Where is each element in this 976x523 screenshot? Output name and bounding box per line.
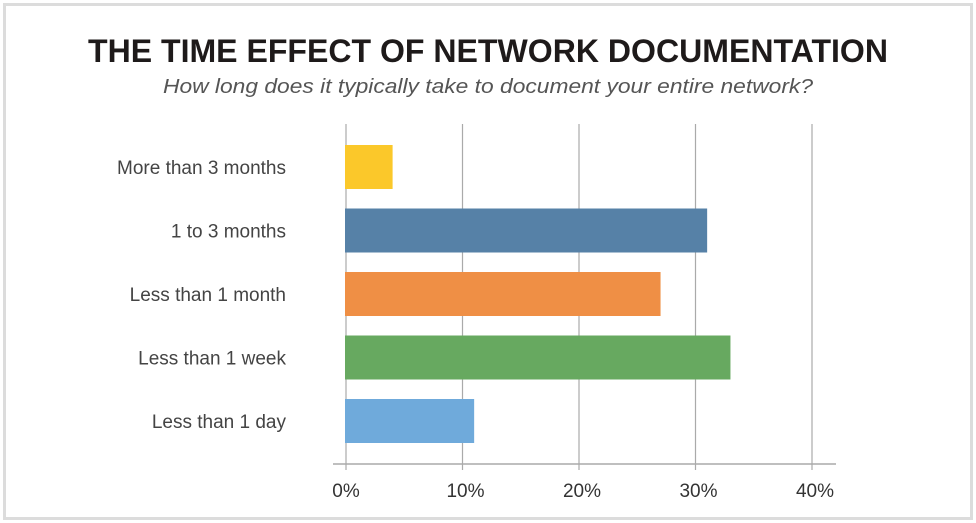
bar (345, 208, 708, 253)
category-label: Less than 1 week (138, 349, 286, 370)
x-tick-label: 40% (796, 481, 834, 502)
x-tick-label: 0% (332, 481, 360, 502)
bar (345, 335, 731, 380)
bar (345, 145, 393, 189)
x-tick-label: 20% (563, 481, 601, 502)
category-label: More than 3 months (117, 158, 286, 179)
category-label: 1 to 3 months (171, 222, 286, 243)
x-tick-label: 30% (679, 481, 717, 502)
chart-subtitle: How long does it typically take to docum… (163, 76, 814, 98)
category-label: Less than 1 day (152, 412, 287, 433)
category-label: Less than 1 month (130, 285, 286, 306)
bar (345, 399, 475, 443)
chart-frame (3, 3, 973, 520)
chart-title: THE TIME EFFECT OF NETWORK DOCUMENTATION (88, 33, 888, 69)
x-tick-label: 10% (446, 481, 484, 502)
bar (345, 272, 661, 316)
